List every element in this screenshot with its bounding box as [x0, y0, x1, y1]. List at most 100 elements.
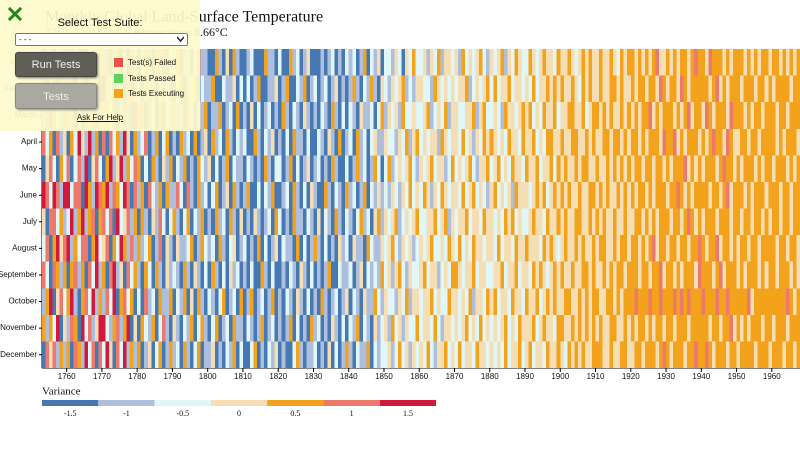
heat-cell	[341, 208, 346, 236]
heat-cell	[345, 208, 350, 236]
heat-cell	[271, 314, 275, 342]
heat-cell	[70, 288, 75, 315]
heat-cell	[553, 75, 558, 103]
heat-cell	[517, 181, 522, 209]
close-button[interactable]	[8, 7, 22, 21]
heat-cell	[204, 261, 209, 289]
heat-cell	[556, 261, 561, 289]
heat-cell	[577, 314, 582, 342]
heat-cell	[771, 49, 776, 76]
heat-cell	[553, 261, 558, 289]
heat-cell	[440, 235, 445, 262]
heat-cell	[80, 208, 85, 236]
heat-cell	[792, 75, 797, 103]
heat-cell	[489, 341, 494, 368]
heat-cell	[556, 314, 561, 342]
heat-cell	[84, 155, 89, 182]
heat-cell	[151, 181, 156, 209]
heat-cell	[264, 235, 268, 262]
heat-cell	[80, 128, 85, 156]
legend-title: Variance	[42, 386, 81, 398]
heat-cell	[285, 261, 290, 289]
heat-cell	[602, 155, 607, 182]
heat-cell	[133, 235, 138, 262]
heat-cell	[669, 261, 674, 289]
heat-cell	[704, 261, 709, 289]
heat-cell	[736, 341, 741, 368]
heat-cell	[225, 208, 230, 236]
heat-cell	[359, 208, 364, 236]
heat-cell	[440, 181, 445, 209]
heat-cell	[489, 208, 494, 236]
heat-cell	[577, 49, 582, 76]
heat-cell	[253, 235, 258, 262]
tests-button[interactable]: Tests	[15, 83, 97, 109]
heat-cell	[761, 261, 766, 289]
help-link[interactable]: Ask For Help	[76, 113, 124, 122]
heat-cell	[500, 49, 505, 76]
heat-cell	[694, 75, 699, 103]
heat-cell	[383, 288, 388, 315]
heat-cell	[355, 181, 360, 209]
heat-cell	[496, 341, 501, 368]
heat-cell	[394, 341, 399, 368]
heat-cell	[782, 181, 787, 209]
heat-cell	[151, 235, 156, 262]
heat-cell	[496, 49, 501, 76]
heat-cell	[264, 75, 268, 103]
heat-cell	[130, 288, 134, 315]
heat-cell	[725, 261, 730, 289]
heat-cell	[362, 128, 367, 156]
heat-cell	[542, 341, 547, 368]
heat-cell	[764, 208, 769, 236]
heat-cell	[634, 128, 639, 156]
heat-cell	[331, 181, 335, 209]
heat-cell	[331, 155, 335, 182]
heat-cell	[574, 49, 579, 76]
heat-cell	[193, 235, 198, 262]
heat-cell	[454, 128, 459, 156]
heat-cell	[771, 288, 776, 315]
heat-cell	[644, 314, 649, 342]
heat-cell	[45, 208, 50, 236]
heat-cell	[313, 128, 318, 156]
heat-cell	[116, 341, 120, 368]
heat-cell	[59, 341, 64, 368]
heat-cell	[355, 102, 360, 129]
heat-cell	[369, 208, 374, 236]
heat-cell	[630, 314, 635, 342]
heat-cell	[200, 235, 205, 262]
heat-cell	[73, 235, 78, 262]
heat-cell	[704, 314, 709, 342]
heat-cell	[500, 288, 505, 315]
heat-cell	[634, 235, 639, 262]
heat-cell	[662, 128, 667, 156]
heat-cell	[750, 235, 755, 262]
heat-cell	[391, 341, 395, 368]
heat-cell	[302, 288, 307, 315]
heat-cell	[687, 341, 692, 368]
heat-cell	[535, 314, 540, 342]
heat-cell	[651, 341, 656, 368]
run-tests-button[interactable]: Run Tests	[15, 52, 97, 77]
heat-cell	[334, 102, 339, 129]
heat-cell	[764, 235, 769, 262]
heat-cell	[302, 75, 307, 103]
heat-cell	[701, 49, 706, 76]
heat-cell	[175, 314, 180, 342]
heat-cell	[620, 155, 625, 182]
heat-cell	[549, 235, 554, 262]
heat-cell	[412, 288, 417, 315]
heat-cell	[316, 75, 321, 103]
suite-select[interactable]: - - -	[15, 33, 188, 46]
heat-cell	[59, 288, 64, 315]
heat-cell	[722, 128, 727, 156]
heat-cell	[426, 49, 431, 76]
heat-cell	[510, 288, 515, 315]
heat-cell	[299, 235, 304, 262]
heat-cell	[133, 314, 138, 342]
heat-cell	[655, 341, 660, 368]
y-tick-label: April	[21, 137, 37, 146]
heat-cell	[228, 128, 233, 156]
